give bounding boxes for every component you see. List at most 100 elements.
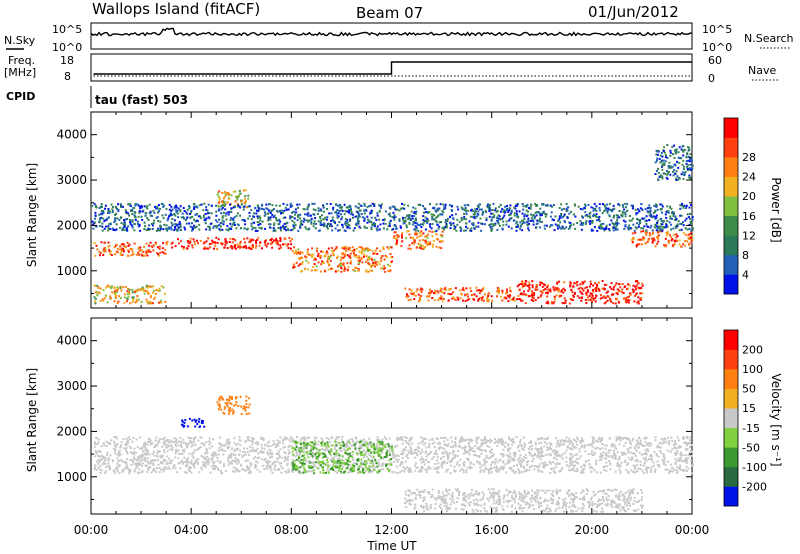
range-cell bbox=[153, 289, 155, 292]
range-cell bbox=[651, 229, 654, 232]
range-cell bbox=[507, 444, 510, 447]
range-cell bbox=[373, 205, 376, 207]
range-cell bbox=[107, 211, 109, 214]
range-cell bbox=[189, 225, 192, 228]
range-cell bbox=[287, 247, 290, 250]
range-cell bbox=[672, 443, 675, 446]
range-cell bbox=[336, 458, 339, 461]
range-cell bbox=[376, 212, 379, 215]
range-cell bbox=[349, 213, 352, 216]
range-cell bbox=[476, 215, 479, 218]
range-cell bbox=[433, 230, 436, 233]
range-cell bbox=[256, 468, 259, 471]
range-cell bbox=[341, 251, 344, 254]
range-cell bbox=[581, 224, 584, 226]
range-cell bbox=[134, 290, 136, 293]
range-cell bbox=[463, 212, 466, 215]
range-cell bbox=[370, 211, 373, 214]
range-cell bbox=[321, 260, 324, 263]
range-cell bbox=[411, 215, 414, 218]
range-cell bbox=[406, 295, 409, 298]
range-cell bbox=[635, 288, 637, 291]
range-cell bbox=[239, 214, 242, 217]
range-cell bbox=[480, 229, 483, 232]
range-cell bbox=[617, 222, 620, 225]
range-cell bbox=[330, 212, 333, 215]
range-cell bbox=[197, 458, 200, 461]
range-cell bbox=[574, 215, 577, 218]
range-cell bbox=[644, 231, 647, 234]
range-cell bbox=[96, 460, 99, 463]
range-cell bbox=[134, 301, 137, 304]
range-cell bbox=[232, 459, 235, 462]
range-cell bbox=[338, 229, 341, 232]
range-cell bbox=[127, 249, 130, 252]
range-cell bbox=[107, 229, 110, 232]
range-cell bbox=[558, 280, 561, 283]
range-cell bbox=[563, 227, 566, 230]
range-cell bbox=[559, 470, 562, 473]
range-cell bbox=[627, 471, 630, 474]
range-cell bbox=[371, 269, 374, 272]
range-cell bbox=[688, 176, 691, 179]
range-cell bbox=[246, 459, 249, 462]
range-cell bbox=[684, 171, 687, 173]
range-cell bbox=[678, 467, 680, 470]
range-cell bbox=[576, 284, 579, 287]
range-cell bbox=[655, 225, 658, 228]
range-cell bbox=[421, 465, 424, 468]
range-cell bbox=[204, 213, 207, 215]
range-cell bbox=[265, 203, 268, 206]
range-cell bbox=[133, 453, 136, 456]
range-cell bbox=[193, 208, 196, 210]
range-cell bbox=[393, 224, 396, 227]
range-cell bbox=[263, 208, 266, 211]
range-cell bbox=[517, 203, 519, 205]
range-cell bbox=[502, 443, 505, 446]
range-cell bbox=[143, 228, 146, 231]
range-cell bbox=[616, 461, 619, 464]
range-cell bbox=[473, 212, 476, 215]
range-cell bbox=[320, 437, 323, 440]
range-cell bbox=[355, 256, 358, 259]
range-cell bbox=[146, 205, 149, 207]
range-cell bbox=[424, 228, 427, 231]
range-cell bbox=[154, 205, 156, 208]
range-cell bbox=[208, 243, 211, 245]
range-cell bbox=[245, 206, 248, 209]
range-cell bbox=[216, 193, 219, 196]
range-cell bbox=[689, 178, 692, 181]
range-cell bbox=[166, 227, 169, 230]
range-cell bbox=[103, 220, 106, 223]
range-cell bbox=[440, 213, 443, 216]
range-cell bbox=[632, 223, 635, 226]
range-cell bbox=[673, 239, 676, 242]
range-cell bbox=[174, 452, 177, 455]
range-cell bbox=[581, 215, 583, 218]
range-cell bbox=[438, 441, 441, 444]
range-cell bbox=[617, 289, 620, 292]
range-cell bbox=[303, 218, 306, 221]
range-cell bbox=[472, 224, 475, 227]
range-cell bbox=[440, 466, 443, 469]
range-cell bbox=[443, 207, 446, 210]
range-cell bbox=[283, 436, 286, 439]
range-cell bbox=[188, 205, 190, 208]
range-cell bbox=[650, 454, 653, 456]
range-cell bbox=[540, 213, 543, 216]
range-cell bbox=[574, 227, 577, 230]
range-cell bbox=[370, 265, 373, 267]
range-cell bbox=[514, 207, 517, 210]
range-cell bbox=[628, 215, 631, 217]
range-cell bbox=[414, 229, 417, 232]
range-cell bbox=[598, 289, 601, 292]
range-cell bbox=[274, 446, 277, 448]
range-cell bbox=[524, 302, 527, 305]
range-cell bbox=[509, 289, 512, 292]
range-cell bbox=[520, 471, 523, 474]
range-cell bbox=[348, 211, 351, 214]
range-cell bbox=[138, 212, 141, 214]
range-cell bbox=[459, 469, 462, 472]
range-cell bbox=[439, 203, 442, 206]
range-cell bbox=[133, 458, 136, 460]
